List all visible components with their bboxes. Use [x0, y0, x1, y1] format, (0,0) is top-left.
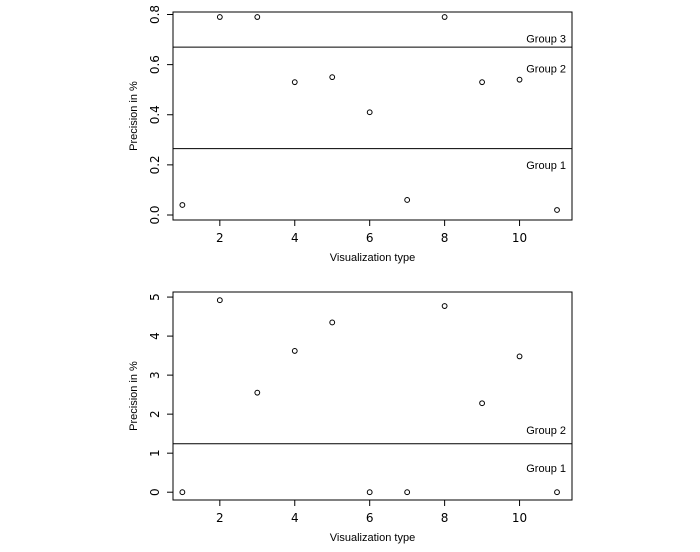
panel-1-point-11: [554, 207, 560, 213]
panel-2-point-9: [479, 400, 485, 407]
panel-2-point-8: [441, 303, 448, 309]
panel-1-x-axis-title: Visualization type: [330, 252, 415, 264]
panel-1-x-tick-label-3: 6: [366, 231, 374, 245]
panel-2-x-tick-label-3: 6: [366, 511, 374, 525]
panel-1-point-2: [216, 14, 223, 20]
panel-1-point-8: [441, 14, 448, 20]
panel-2-x-axis-title: Visualization type: [330, 532, 415, 544]
panel-2-y-tick-label-4: 3: [148, 371, 162, 379]
panel-2-y-tick-label-2: 1: [148, 449, 162, 457]
panel-1-point-9: [479, 79, 485, 86]
panel-1-y-tick-label-5: 0.8: [148, 5, 162, 24]
panel-2-y-tick-label-5: 4: [148, 332, 162, 340]
panel-1-y-tick-label-2: 0.2: [148, 155, 162, 174]
panel-2-point-11: [554, 489, 560, 496]
panel-2-point-3: [254, 389, 261, 396]
panel-2-x-tick-label-2: 4: [291, 511, 299, 525]
panel-1-point-4: [291, 79, 298, 86]
panel-1-y-tick-label-3: 0.4: [148, 105, 162, 124]
panel-1-point-5: [329, 74, 336, 81]
panel-1-x-tick-label-5: 10: [512, 231, 527, 245]
panel-1-x-tick-label-4: 8: [441, 231, 449, 245]
panel-1-point-10: [516, 76, 523, 83]
panel-1-y-tick-label-4: 0.6: [148, 55, 162, 74]
panel-2-y-axis-title: Precision in %: [128, 361, 140, 431]
panel-1-point-1: [179, 202, 186, 208]
panel-2-point-6: [366, 489, 373, 496]
panel-1-group-label-3: Group 1: [526, 160, 566, 172]
panel-2-y-tick-label-6: 5: [148, 293, 162, 301]
panel-2-point-7: [404, 489, 411, 496]
panel-2-x-tick-label-4: 8: [441, 511, 449, 525]
panel-1-group-label-2: Group 2: [526, 64, 566, 76]
panel-2-y-tick-label-3: 2: [148, 410, 162, 418]
panel-1-x-tick-label-2: 4: [291, 231, 299, 245]
panel-2-point-10: [516, 353, 523, 360]
panel-2-plot-frame: [172, 291, 573, 501]
panel-1-point-3: [254, 14, 261, 20]
panel-1-plot-frame: [172, 11, 573, 221]
panel-1-y-tick-label-1: 0.0: [148, 205, 162, 224]
panel-2-point-1: [179, 489, 186, 496]
panel-2-x-tick-label-5: 10: [512, 511, 527, 525]
panel-2-y-tick-label-1: 0: [148, 488, 162, 496]
panel-2-point-2: [216, 297, 223, 304]
panel-1-x-tick-label-1: 2: [216, 231, 224, 245]
panel-1-y-axis-title: Precision in %: [128, 81, 140, 151]
panel-1-group-label-1: Group 3: [526, 33, 566, 45]
panel-1-point-7: [404, 197, 411, 203]
panel-2-group-label-2: Group 1: [526, 463, 566, 475]
panel-1-point-6: [366, 109, 373, 116]
panel-2-point-5: [329, 319, 336, 326]
panel-2-group-label-1: Group 2: [526, 425, 566, 437]
panel-2-x-tick-label-1: 2: [216, 511, 224, 525]
panel-2-point-4: [291, 348, 298, 354]
